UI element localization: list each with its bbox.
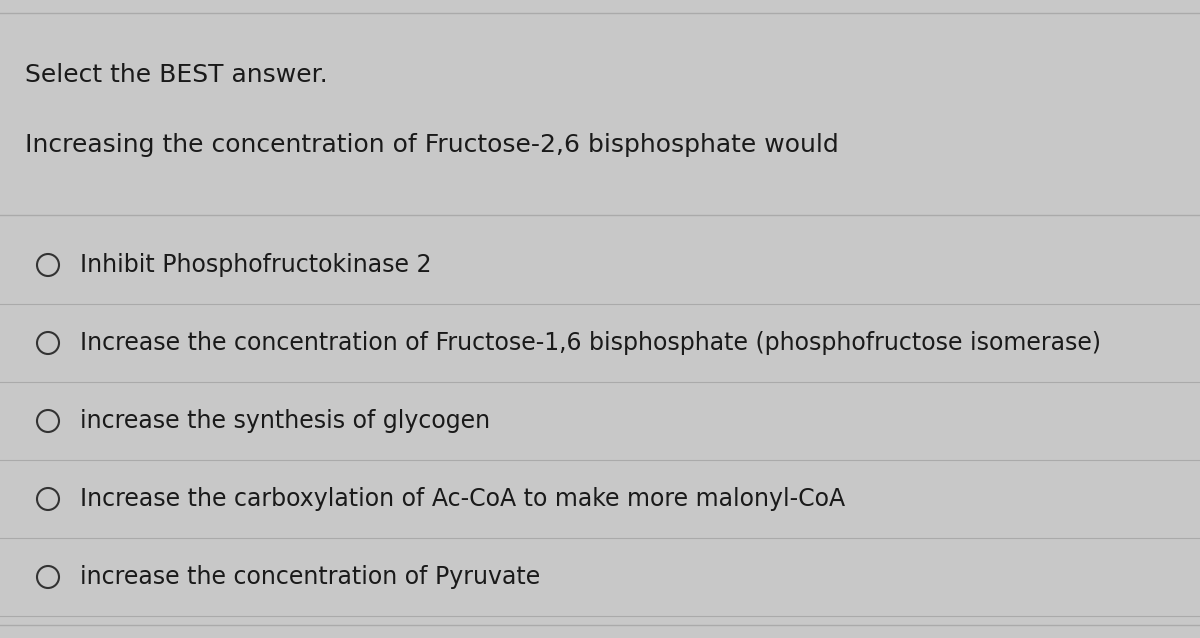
Text: Inhibit Phosphofructokinase 2: Inhibit Phosphofructokinase 2	[80, 253, 432, 277]
Text: Increasing the concentration of Fructose-2,6 bisphosphate would: Increasing the concentration of Fructose…	[25, 133, 839, 157]
Text: increase the synthesis of glycogen: increase the synthesis of glycogen	[80, 409, 490, 433]
Text: Increase the carboxylation of Ac-CoA to make more malonyl-CoA: Increase the carboxylation of Ac-CoA to …	[80, 487, 845, 511]
Text: Increase the concentration of Fructose-1,6 bisphosphate (phosphofructose isomera: Increase the concentration of Fructose-1…	[80, 331, 1102, 355]
Text: increase the concentration of Pyruvate: increase the concentration of Pyruvate	[80, 565, 540, 589]
Text: Select the BEST answer.: Select the BEST answer.	[25, 63, 328, 87]
